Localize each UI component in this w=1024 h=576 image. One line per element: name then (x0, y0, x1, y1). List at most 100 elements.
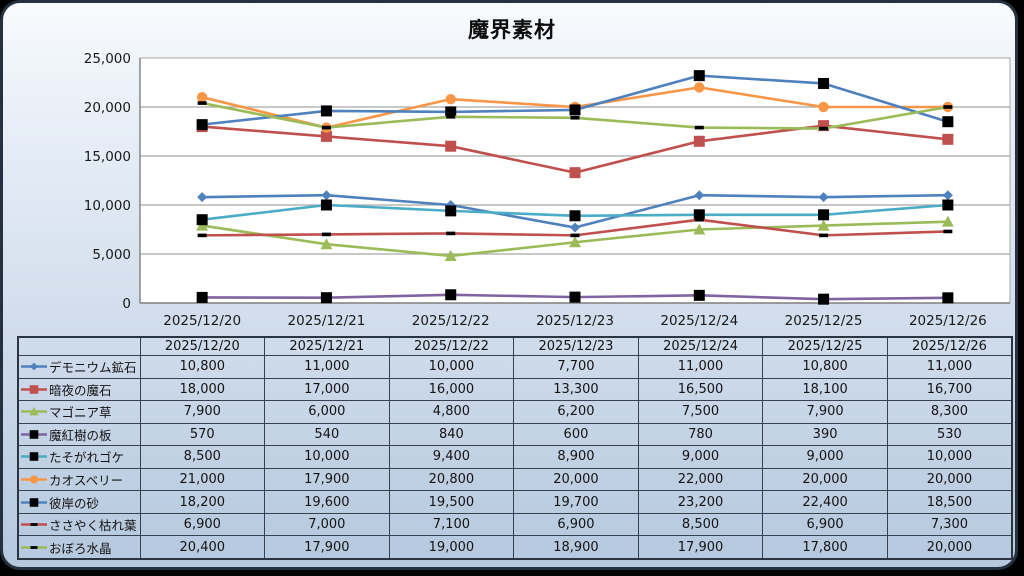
table-cell: 20,800 (388, 467, 515, 492)
table-cell: 20,400 (139, 535, 266, 560)
series-name: カオスベリー (49, 473, 124, 489)
x-axis-tick-label: 2025/12/20 (163, 313, 241, 329)
table-cell: 19,000 (388, 535, 515, 560)
legend-marker-icon (21, 430, 47, 439)
chart-title: 魔界素材 (468, 18, 556, 42)
table-cell: 21,000 (139, 467, 266, 492)
table-cell: 6,200 (513, 400, 639, 424)
table-cell: 19,500 (388, 490, 515, 514)
table-cell: 8,300 (886, 400, 1013, 424)
table-cell: 9,000 (637, 445, 764, 469)
table-cell: 9,000 (762, 445, 888, 469)
table-cell: 18,500 (886, 490, 1013, 514)
series-暗夜の魔石 (196, 120, 954, 179)
table-cell: 7,300 (886, 512, 1013, 537)
table-cell: 6,000 (264, 400, 390, 424)
table-cell: 17,800 (762, 535, 888, 560)
table-cell: 20,000 (886, 535, 1013, 560)
table-row: デモニウム鉱石 10,800 11,000 10,000 7,700 11,000 10,8… (17, 355, 1013, 379)
table-cell: 7,700 (513, 355, 639, 379)
table-cell: 22,400 (762, 490, 888, 514)
table-cell: 23,200 (637, 490, 764, 514)
x-axis-tick-label: 2025/12/24 (660, 313, 738, 329)
table-cell: 17,900 (264, 467, 390, 492)
column-header: 2025/12/24 (637, 336, 764, 357)
series-ささやく枯れ葉 (197, 217, 953, 238)
table-cell: 11,000 (637, 355, 764, 379)
table-cell: 10,000 (886, 445, 1013, 469)
table-cell: 8,500 (637, 512, 764, 537)
table-cell: 600 (513, 422, 639, 447)
table-cell: 13,300 (513, 377, 639, 402)
y-axis-tick-label: 0 (122, 296, 131, 312)
x-axis-tick-label: 2025/12/22 (412, 313, 490, 329)
table-cell: 7,900 (139, 400, 266, 424)
table-cell: 11,000 (886, 355, 1013, 379)
series-name: 魔紅樹の板 (49, 427, 112, 443)
data-table-wrap: 2025/12/20 2025/12/21 2025/12/22 2025/12/23… (17, 336, 1013, 560)
table-cell: 20,000 (762, 467, 888, 492)
table-row: 彼岸の砂 18,200 19,600 19,500 19,700 23,200 22,400… (17, 490, 1013, 514)
series-たそがれゴケ (196, 199, 954, 226)
legend-marker-icon (21, 545, 47, 549)
x-axis-tick-label: 2025/12/25 (785, 313, 863, 329)
series-name: マゴニア草 (49, 405, 112, 421)
table-cell: 17,000 (264, 377, 390, 402)
series-デモニウム鉱石 (197, 190, 953, 233)
series-name: たそがれゴケ (49, 450, 125, 466)
row-label: たそがれゴケ (17, 445, 141, 469)
table-cell: 20,000 (886, 467, 1013, 492)
row-label: 暗夜の魔石 (17, 377, 141, 402)
legend-marker-icon (21, 475, 47, 484)
column-header: 2025/12/22 (388, 336, 515, 357)
legend-marker-icon (21, 523, 47, 526)
table-cell: 18,200 (139, 490, 266, 514)
table-cell: 18,000 (139, 377, 266, 402)
series-name: ささやく枯れ葉 (49, 518, 137, 534)
table-cell: 17,900 (264, 535, 390, 560)
table-cell: 7,000 (264, 512, 390, 537)
table-cell: 19,600 (264, 490, 390, 514)
y-axis-tick-label: 25,000 (84, 51, 131, 67)
table-cell: 16,500 (637, 377, 764, 402)
table-cell: 20,000 (513, 467, 639, 492)
line-chart: 0 5,000 10,000 15,000 20,000 25,000 2025/12/20… (84, 51, 1011, 329)
table-row: マゴニア草 7,900 6,000 4,800 6,200 7,500 7,900 8,300 (17, 400, 1013, 424)
table-cell: 530 (886, 422, 1013, 447)
table-row: ささやく枯れ葉 6,900 7,000 7,100 6,900 8,500 6,900 7,3… (17, 512, 1013, 537)
row-label: カオスベリー (17, 467, 141, 492)
series-name: 暗夜の魔石 (49, 382, 112, 398)
series-name: デモニウム鉱石 (49, 360, 137, 376)
data-table: 2025/12/20 2025/12/21 2025/12/22 2025/12/23… (17, 336, 1013, 560)
row-label: おぼろ水晶 (17, 535, 141, 560)
table-cell: 570 (139, 422, 266, 447)
x-axis-tick-label: 2025/12/26 (909, 313, 987, 329)
table-cell: 16,000 (388, 377, 515, 402)
legend-marker-icon (21, 385, 47, 394)
series-name: おぼろ水晶 (49, 540, 112, 556)
y-axis-tick-label: 5,000 (92, 247, 131, 263)
table-corner-cell (17, 336, 141, 357)
table-row: 魔紅樹の板 570 540 840 600 780 390 530 (17, 422, 1013, 447)
column-header: 2025/12/23 (513, 336, 639, 357)
series-彼岸の砂 (196, 70, 954, 131)
series-おぼろ水晶 (197, 101, 953, 131)
table-cell: 22,000 (637, 467, 764, 492)
table-cell: 390 (762, 422, 888, 447)
table-cell: 7,900 (762, 400, 888, 424)
table-cell: 10,800 (762, 355, 888, 379)
table-cell: 10,000 (264, 445, 390, 469)
row-label: 魔紅樹の板 (17, 422, 141, 447)
column-header: 2025/12/26 (886, 336, 1013, 357)
table-cell: 11,000 (264, 355, 390, 379)
table-cell: 780 (637, 422, 764, 447)
series-name: 彼岸の砂 (49, 495, 100, 511)
row-label: ささやく枯れ葉 (17, 512, 141, 537)
table-cell: 9,400 (388, 445, 515, 469)
table-cell: 540 (264, 422, 390, 447)
table-row: カオスベリー 21,000 17,900 20,800 20,000 22,000 20,0… (17, 467, 1013, 492)
table-cell: 19,700 (513, 490, 639, 514)
table-cell: 10,800 (139, 355, 266, 379)
row-label: マゴニア草 (17, 400, 141, 424)
